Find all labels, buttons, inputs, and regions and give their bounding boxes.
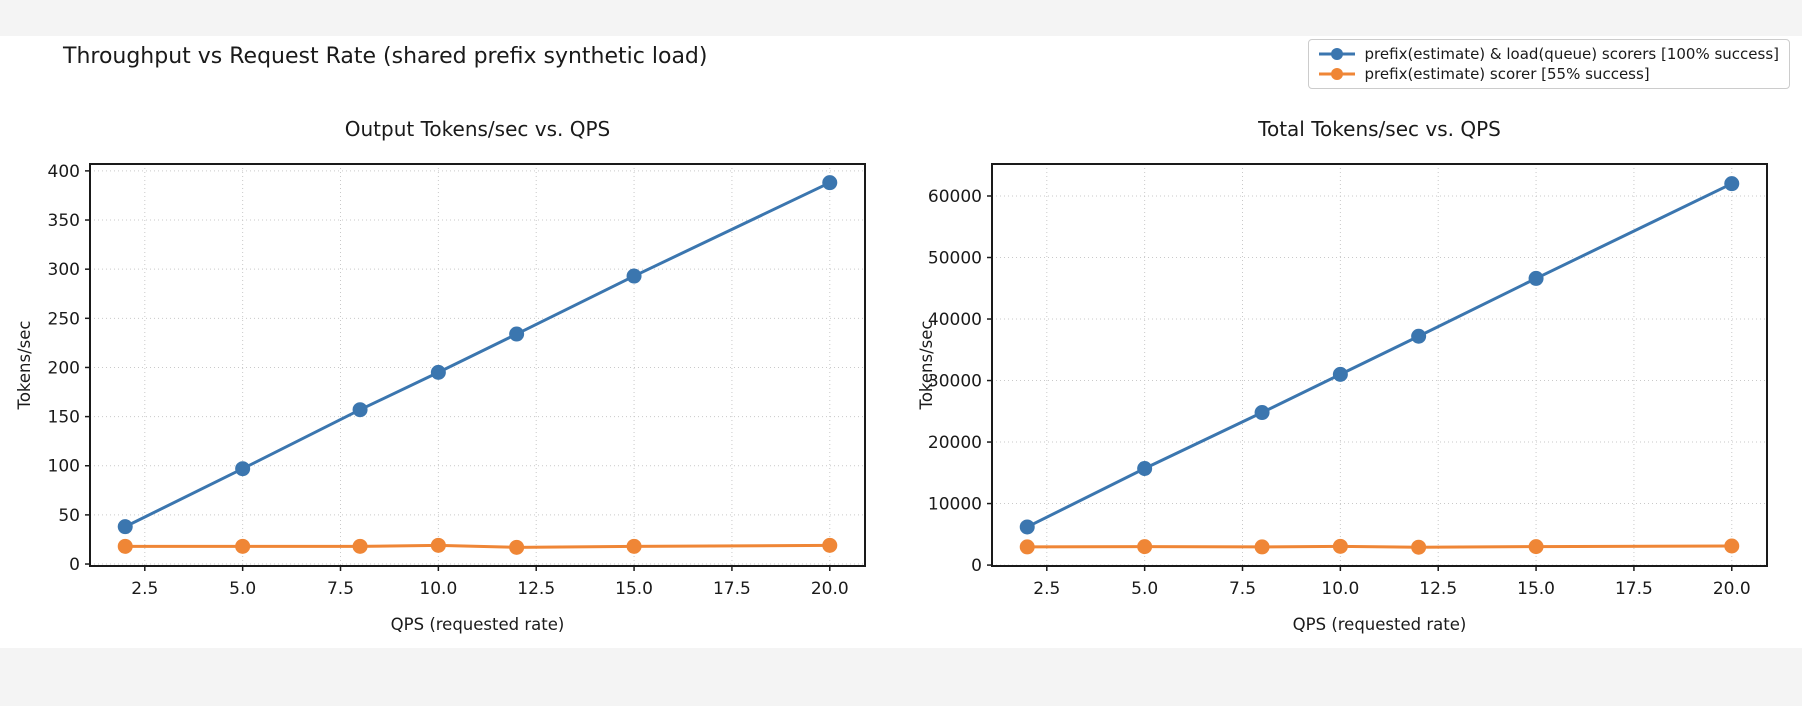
svg-text:15.0: 15.0 (1517, 579, 1555, 599)
series-markers-1 (1019, 538, 1740, 555)
legend-swatch-line-marker-icon (1318, 68, 1355, 80)
series-line-0 (124, 181, 831, 529)
svg-text:40000: 40000 (928, 310, 982, 330)
x-tick-labels: 2.5 5.0 7.5 10.0 12.5 15.0 17.5 20.0 (131, 579, 848, 599)
y-tick-labels: 0 50 100 150 200 250 300 350 400 (48, 162, 80, 575)
svg-text:17.5: 17.5 (713, 579, 751, 599)
series-markers-0 (117, 175, 838, 535)
y-axis-label: Tokens/sec (917, 321, 936, 411)
svg-text:50000: 50000 (928, 249, 982, 269)
series-markers-1 (117, 537, 838, 555)
svg-text:10.0: 10.0 (1321, 579, 1359, 599)
legend-item-blue-series: prefix(estimate) & load(queue) scorers [… (1317, 45, 1779, 63)
legend-swatch-line-marker-icon (1318, 48, 1355, 60)
legend: prefix(estimate) & load(queue) scorers [… (1307, 39, 1790, 89)
svg-text:10000: 10000 (928, 495, 982, 515)
svg-text:10.0: 10.0 (419, 579, 457, 599)
svg-text:0: 0 (69, 555, 80, 575)
svg-text:5.0: 5.0 (1131, 579, 1158, 599)
legend-label: prefix(estimate) & load(queue) scorers [… (1364, 45, 1779, 63)
svg-text:350: 350 (48, 211, 80, 231)
tick-marks (85, 170, 831, 571)
figure-title: Throughput vs Request Rate (shared prefi… (63, 44, 708, 69)
tick-marks (987, 195, 1733, 571)
chart-title: Total Tokens/sec vs. QPS (1257, 117, 1501, 141)
y-tick-labels: 0 10000 20000 30000 40000 50000 60000 (928, 187, 982, 576)
svg-text:200: 200 (48, 358, 80, 378)
svg-text:300: 300 (48, 260, 80, 280)
svg-text:100: 100 (48, 457, 80, 477)
svg-text:20000: 20000 (928, 433, 982, 453)
svg-text:150: 150 (48, 408, 80, 428)
svg-text:20.0: 20.0 (1713, 579, 1751, 599)
svg-text:0: 0 (971, 556, 982, 576)
svg-text:7.5: 7.5 (327, 579, 354, 599)
legend-label: prefix(estimate) scorer [55% success] (1364, 65, 1650, 83)
figure-canvas: Throughput vs Request Rate (shared prefi… (0, 36, 1802, 648)
x-tick-labels: 2.5 5.0 7.5 10.0 12.5 15.0 17.5 20.0 (1033, 579, 1750, 599)
series-line-1 (1027, 544, 1732, 549)
svg-text:60000: 60000 (928, 187, 982, 207)
chart-total-tokens-per-sec: 2.5 5.0 7.5 10.0 12.5 15.0 17.5 20.0 0 10000 20000… (917, 117, 1768, 634)
x-axis-label: QPS (requested rate) (1293, 615, 1467, 634)
svg-text:250: 250 (48, 309, 80, 329)
svg-text:30000: 30000 (928, 372, 982, 392)
grid (90, 164, 865, 566)
svg-text:17.5: 17.5 (1615, 579, 1653, 599)
y-axis-label: Tokens/sec (15, 321, 34, 411)
svg-text:20.0: 20.0 (811, 579, 849, 599)
series-line-0 (1026, 182, 1733, 529)
svg-text:5.0: 5.0 (229, 579, 256, 599)
svg-text:2.5: 2.5 (1033, 579, 1060, 599)
svg-text:400: 400 (48, 162, 80, 182)
svg-text:12.5: 12.5 (1419, 579, 1457, 599)
x-axis-label: QPS (requested rate) (391, 615, 565, 634)
plot-frame (991, 163, 1768, 567)
svg-text:15.0: 15.0 (615, 579, 653, 599)
svg-text:7.5: 7.5 (1229, 579, 1256, 599)
svg-text:12.5: 12.5 (517, 579, 555, 599)
grid (992, 164, 1767, 566)
svg-text:2.5: 2.5 (131, 579, 158, 599)
series-line-1 (125, 543, 830, 549)
chart-title: Output Tokens/sec vs. QPS (345, 117, 610, 141)
legend-item-orange-series: prefix(estimate) scorer [55% success] (1317, 65, 1779, 83)
svg-text:50: 50 (58, 506, 80, 526)
chart-output-tokens-per-sec: 2.5 5.0 7.5 10.0 12.5 15.0 17.5 20.0 0 50 100 150 20… (15, 117, 866, 634)
plot-frame (89, 163, 866, 567)
series-markers-0 (1019, 176, 1740, 535)
